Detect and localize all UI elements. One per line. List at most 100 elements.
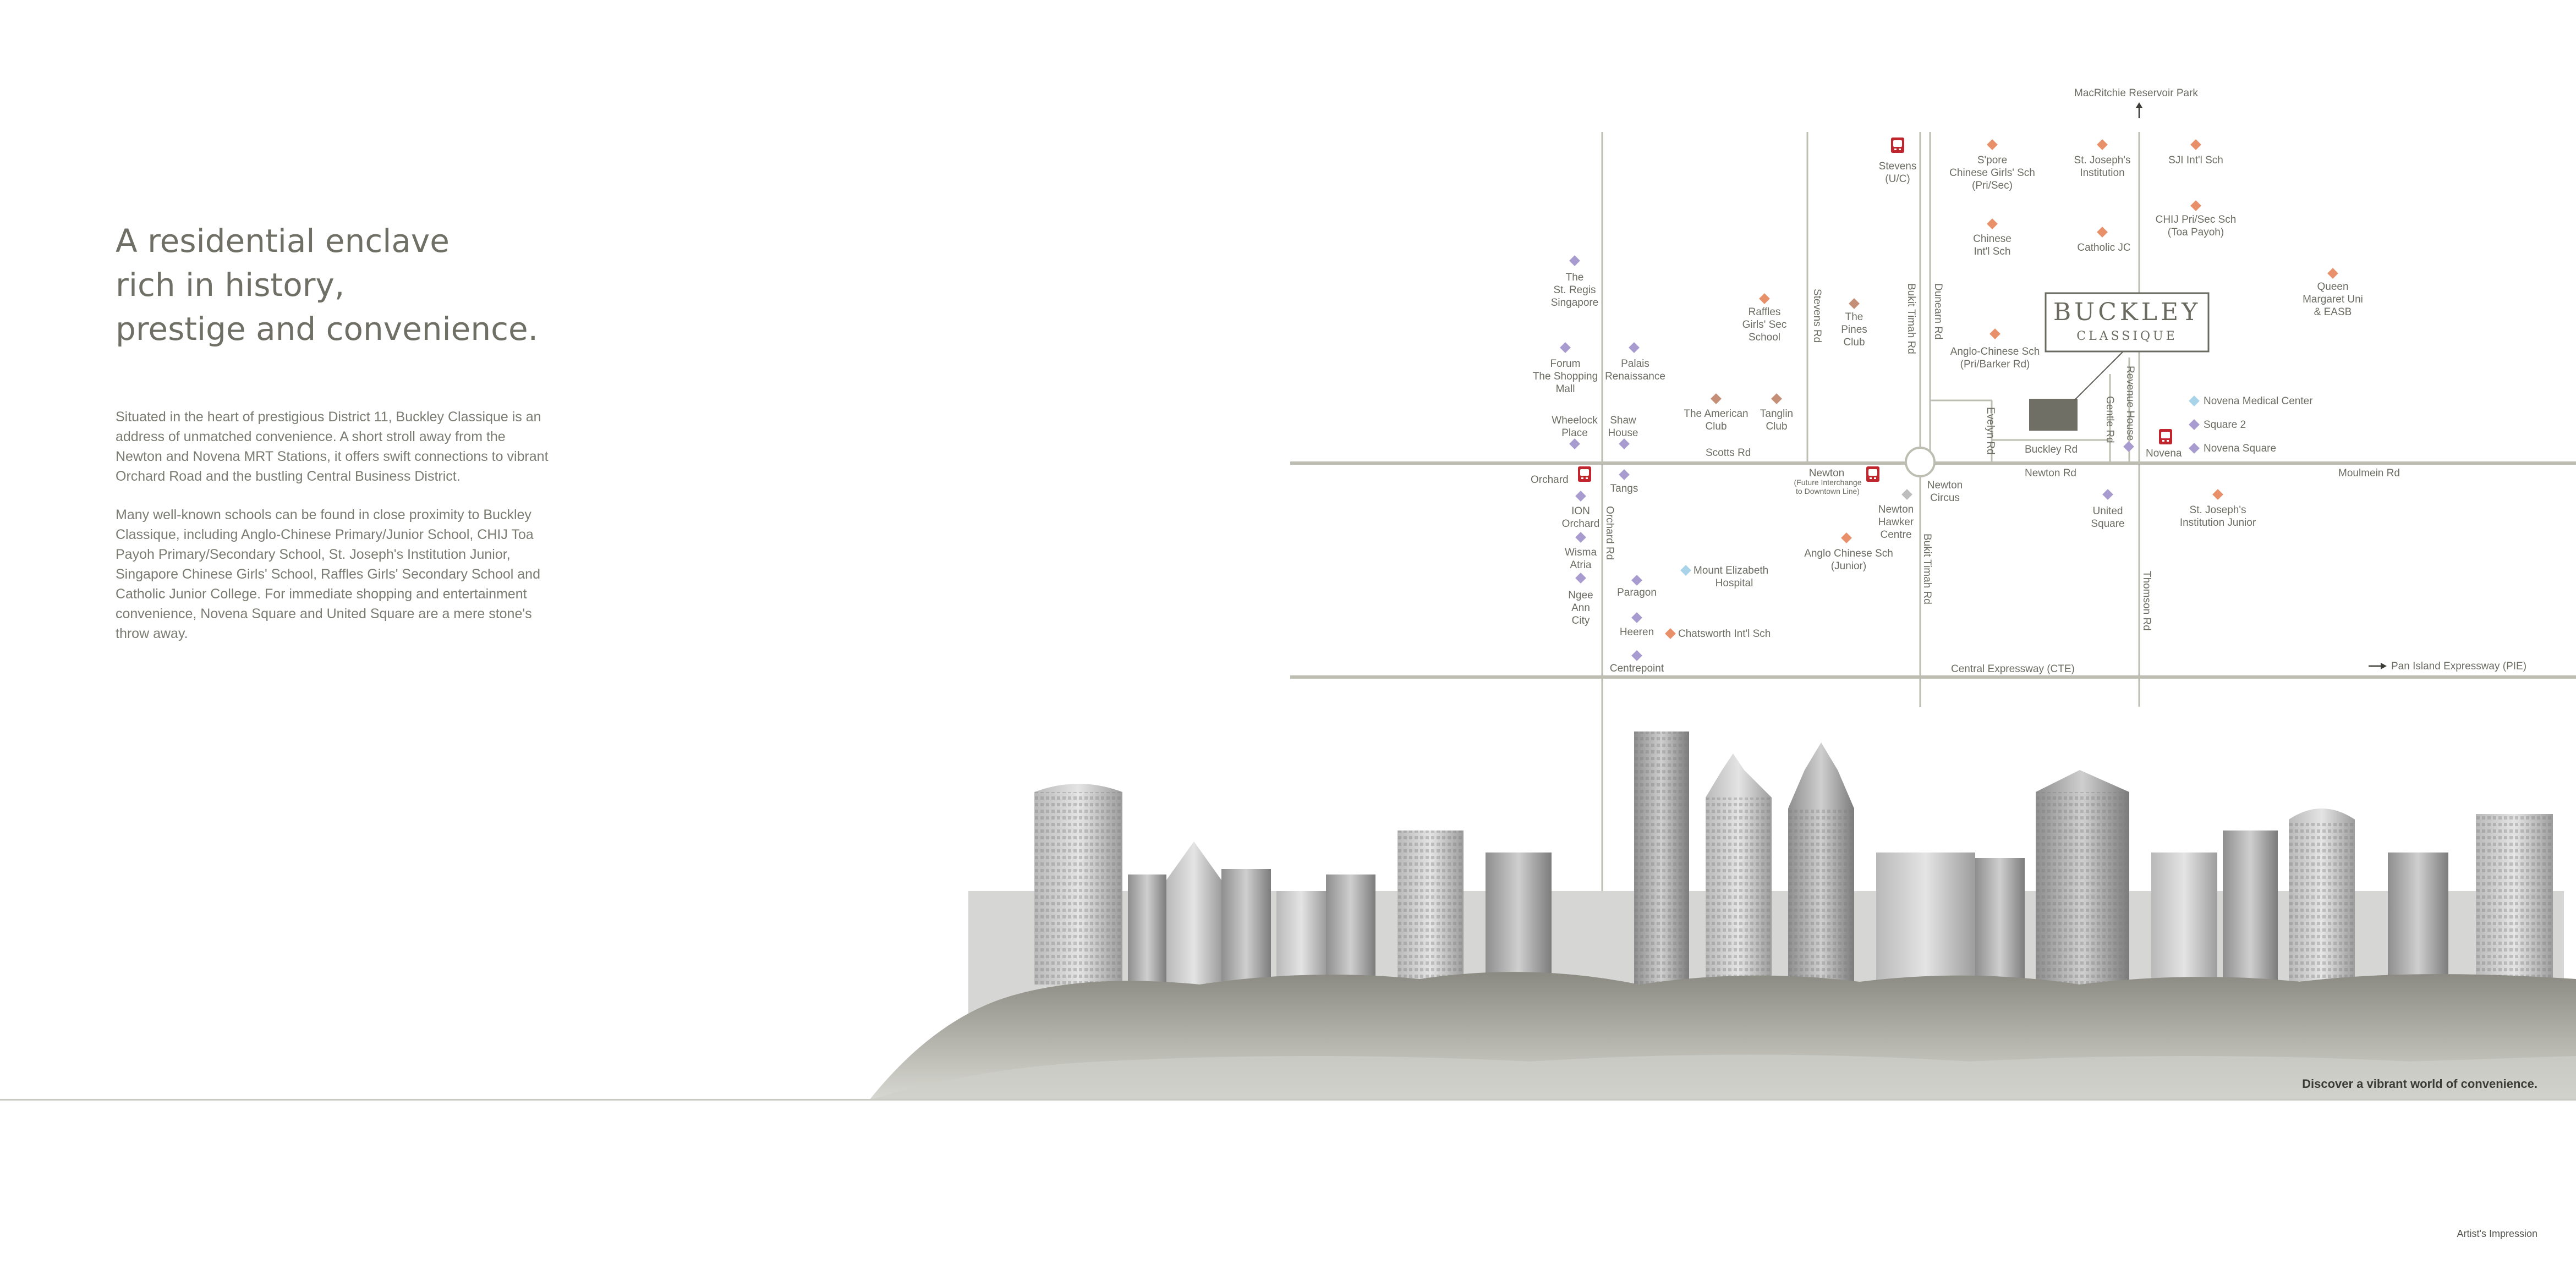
label-hawker: Newton <box>1878 504 1914 515</box>
label-st-regis: The <box>1566 272 1584 283</box>
label-american-club-2: Club <box>1705 421 1727 432</box>
label-stevens: Stevens <box>1879 161 1917 172</box>
label-palais: Palais <box>1621 358 1649 370</box>
label-raffles: Raffles <box>1749 306 1781 318</box>
label-queen-2: Margaret Uni <box>2303 294 2363 305</box>
mrt-station-icon <box>1866 466 1879 482</box>
page-divider <box>0 1099 2576 1101</box>
club-marker <box>1771 393 1782 404</box>
road-label-evelyn: Evelyn Rd <box>1985 407 1996 455</box>
label-orchard: Orchard <box>1531 474 1569 486</box>
label-wheelock-2: Place <box>1561 427 1588 439</box>
label-newton-circus-2: Circus <box>1930 492 1960 504</box>
medical-marker <box>2189 395 2200 406</box>
label-novena: Novena <box>2146 448 2182 459</box>
road-label-pie: Pan Island Expressway (PIE) <box>2391 661 2526 672</box>
east-arrow-icon <box>2369 663 2387 669</box>
city-skyline-illustration <box>869 732 2576 1100</box>
label-wisma: Wisma <box>1565 547 1597 558</box>
mall-marker <box>1575 573 1586 584</box>
mall-marker <box>2189 443 2200 454</box>
mall-marker <box>1619 469 1630 480</box>
label-catholic-jc: Catholic JC <box>2077 242 2130 254</box>
mall-marker <box>1575 532 1586 543</box>
mall-marker <box>2102 489 2113 500</box>
school-marker <box>2097 227 2108 238</box>
label-ngee-ann-2: Ann <box>1571 602 1590 614</box>
road-label-moulmein: Moulmein Rd <box>2338 468 2400 479</box>
label-tangs: Tangs <box>1610 483 1638 494</box>
mrt-station-icon <box>2159 429 2172 444</box>
label-sji-junior-2: Institution Junior <box>2180 517 2256 529</box>
label-stevens-2: (U/C) <box>1885 173 1910 185</box>
label-forum-2: The Shopping <box>1533 371 1598 382</box>
label-pines: The <box>1845 311 1864 323</box>
poi-labels: Stevens (U/C) S'pore Chinese Girls' Sch … <box>1531 155 2363 674</box>
school-marker <box>2097 139 2108 150</box>
label-mount-elizabeth-2: Hospital <box>1715 578 1753 589</box>
road-label-orchard: Orchard Rd <box>1604 506 1615 560</box>
label-ngee-ann-3: City <box>1572 615 1590 626</box>
medical-marker <box>1680 565 1691 576</box>
brand-sub: CLASSIQUE <box>2076 329 2177 343</box>
label-sji-2: Institution <box>2080 167 2124 179</box>
label-sji-intl: SJI Int'l Sch <box>2168 155 2223 166</box>
school-marker <box>1987 139 1998 150</box>
label-acs-junior: Anglo Chinese Sch <box>1804 548 1893 559</box>
page-heading: A residential enclave rich in history, p… <box>116 219 611 351</box>
label-scgs-3: (Pri/Sec) <box>1972 180 2013 191</box>
label-st-regis-3: Singapore <box>1551 297 1599 309</box>
school-marker <box>1665 628 1676 639</box>
school-marker <box>1987 218 1998 229</box>
label-shaw-2: House <box>1608 427 1638 439</box>
label-wheelock: Wheelock <box>1552 415 1598 426</box>
label-pines-2: Pines <box>1841 324 1867 336</box>
label-st-regis-2: St. Regis <box>1553 284 1596 296</box>
label-newton-mrt-2: (Future Interchange <box>1794 478 1862 487</box>
label-american-club: The American <box>1684 408 1748 420</box>
heading-line-3: prestige and convenience. <box>116 310 539 348</box>
label-sji: St. Joseph's <box>2074 155 2131 166</box>
tagline: Discover a vibrant world of convenience. <box>2302 1077 2537 1091</box>
label-queen-3: & EASB <box>2314 306 2352 318</box>
newton-circus-roundabout <box>1905 447 1936 477</box>
label-tanglin: Tanglin <box>1760 408 1793 420</box>
label-forum: Forum <box>1550 358 1581 370</box>
label-raffles-2: Girls' Sec <box>1742 319 1787 331</box>
label-wisma-2: Atria <box>1570 559 1592 571</box>
mall-marker <box>2189 419 2200 430</box>
mall-marker <box>1631 650 1642 661</box>
road-label-newton: Newton Rd <box>2025 468 2076 479</box>
label-newton-mrt: Newton <box>1809 468 1844 479</box>
hawker-marker <box>1901 489 1912 500</box>
label-mount-elizabeth: Mount Elizabeth <box>1693 565 1768 576</box>
label-acs-junior-2: (Junior) <box>1831 560 1866 572</box>
mall-marker <box>1569 438 1580 449</box>
club-marker <box>1711 393 1722 404</box>
heading-line-2: rich in history, <box>116 266 345 304</box>
label-hawker-3: Centre <box>1880 529 1911 541</box>
label-united-square: United <box>2093 505 2123 517</box>
label-acs-barker: Anglo-Chinese Sch <box>1950 346 2040 358</box>
buckley-classique-logo: BUCKLEY CLASSIQUE <box>2045 292 2210 353</box>
road-label-buckley: Buckley Rd <box>2025 444 2078 455</box>
label-palais-2: Renaissance <box>1605 371 1665 382</box>
label-queen: Queen <box>2317 281 2348 293</box>
school-marker <box>1759 293 1770 304</box>
label-hawker-2: Hawker <box>1878 516 1914 528</box>
label-raffles-3: School <box>1749 332 1780 343</box>
label-centrepoint: Centrepoint <box>1610 663 1664 674</box>
label-newton-circus: Newton <box>1927 480 1963 491</box>
mall-marker <box>1631 575 1642 586</box>
heading-line-1: A residential enclave <box>116 222 450 260</box>
label-chij: CHIJ Pri/Sec Sch <box>2156 214 2237 226</box>
label-heeren: Heeren <box>1620 626 1654 638</box>
label-novena-medical: Novena Medical Center <box>2204 395 2313 407</box>
label-novena-square: Novena Square <box>2204 443 2276 454</box>
road-label-gentle: Gentle Rd <box>2104 396 2115 443</box>
label-shaw: Shaw <box>1610 415 1636 426</box>
label-ion-2: Orchard <box>1562 518 1600 530</box>
road-label-bukit-timah-bottom: Bukit Timah Rd <box>1921 534 1933 604</box>
school-marker <box>2190 139 2201 150</box>
